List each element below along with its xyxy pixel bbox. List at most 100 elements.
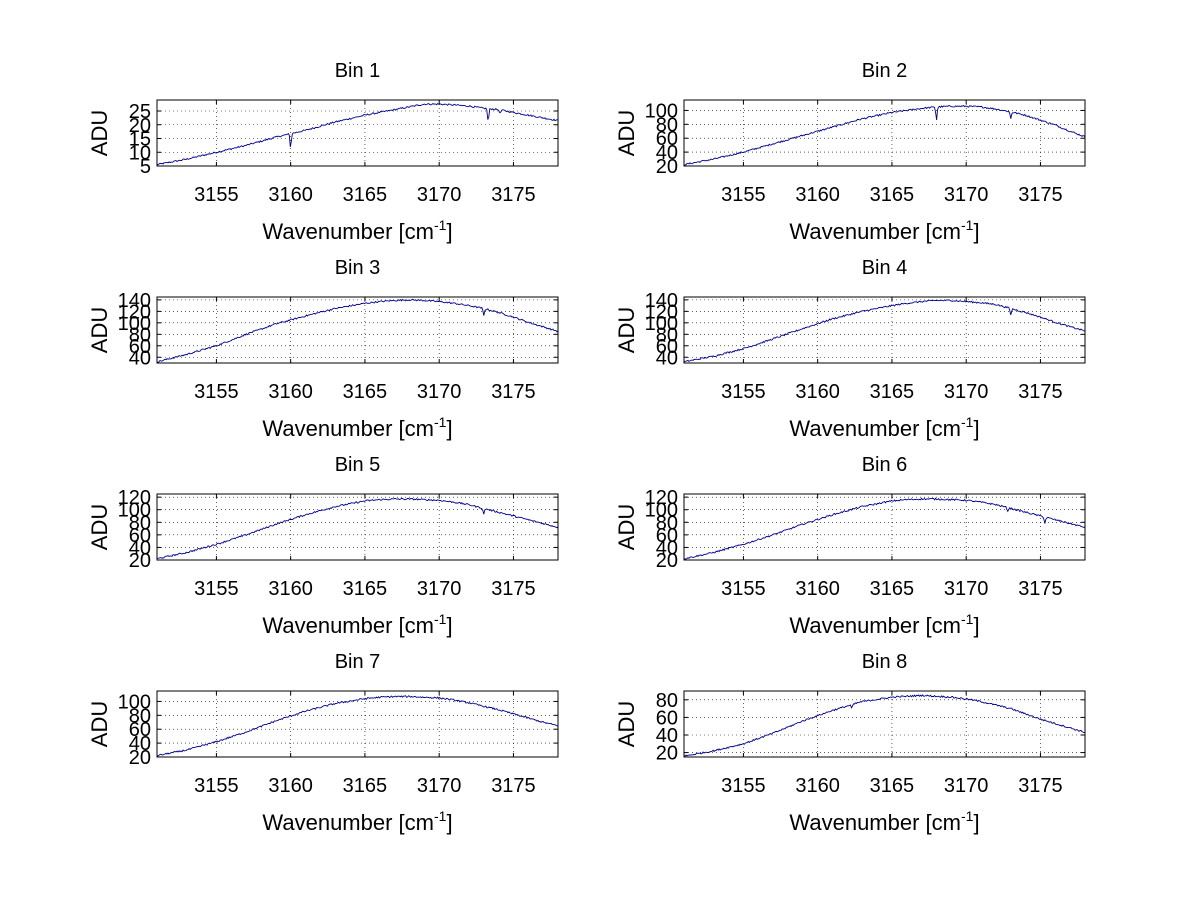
- y-tick-label: 80: [129, 512, 151, 534]
- plot-area: [684, 691, 1085, 757]
- panel-title: Bin 6: [862, 454, 908, 476]
- x-tick-label: 3170: [944, 381, 989, 403]
- y-tick-label: 20: [129, 747, 151, 769]
- axes-box: [683, 99, 1086, 167]
- x-axis-label-suffix: ]: [973, 810, 979, 835]
- x-tick-label: 3175: [1018, 775, 1063, 797]
- x-axis-label-text: Wavenumber [cm: [262, 613, 434, 638]
- axes-box: [683, 690, 1086, 758]
- x-axis-label-suffix: ]: [973, 613, 979, 638]
- panel-title: Bin 8: [862, 651, 908, 673]
- x-tick-label: 3170: [944, 184, 989, 206]
- y-tick-label: 100: [118, 500, 151, 522]
- x-axis-label-superscript: -1: [961, 217, 974, 233]
- x-axis-label-text: Wavenumber [cm: [789, 810, 961, 835]
- y-tick-label: 80: [129, 705, 151, 727]
- y-tick-label: 60: [129, 336, 151, 358]
- y-tick-label: 40: [656, 537, 678, 559]
- x-axis-label-superscript: -1: [961, 414, 974, 430]
- x-tick-label: 3160: [268, 381, 313, 403]
- x-tick-label: 3175: [1018, 381, 1063, 403]
- x-tick-label: 3160: [268, 184, 313, 206]
- x-axis-label-text: Wavenumber [cm: [262, 416, 434, 441]
- x-axis-label-superscript: -1: [434, 217, 447, 233]
- x-tick-label: 3170: [944, 775, 989, 797]
- spectrum-line: [683, 694, 1086, 757]
- y-axis-label: ADU: [614, 701, 639, 747]
- x-tick-label: 3155: [194, 578, 239, 600]
- y-tick-label: 5: [140, 156, 151, 178]
- x-tick-label: 3170: [944, 578, 989, 600]
- x-tick-label: 3170: [417, 578, 462, 600]
- y-tick-label: 20: [656, 156, 678, 178]
- x-axis-label: Wavenumber [cm-1]: [262, 611, 452, 638]
- y-tick-label: 40: [656, 347, 678, 369]
- spectrum-line: [156, 497, 559, 559]
- x-axis-label-suffix: ]: [446, 416, 452, 441]
- axes-box: [156, 690, 559, 758]
- x-tick-label: 3165: [870, 381, 915, 403]
- y-tick-label: 80: [656, 512, 678, 534]
- y-tick-label: 100: [645, 500, 678, 522]
- y-tick-label: 40: [129, 537, 151, 559]
- y-axis-label: ADU: [87, 504, 112, 550]
- y-tick-label: 140: [645, 290, 678, 312]
- panel-title: Bin 4: [862, 257, 908, 279]
- plot-area: [157, 297, 558, 363]
- axes-box: [683, 493, 1086, 561]
- x-axis-label-text: Wavenumber [cm: [789, 416, 961, 441]
- y-tick-label: 60: [656, 336, 678, 358]
- x-axis-label: Wavenumber [cm-1]: [789, 611, 979, 638]
- spectrum-line: [684, 104, 1086, 166]
- panel-title: Bin 2: [862, 60, 908, 82]
- x-axis-label: Wavenumber [cm-1]: [262, 217, 452, 244]
- spectrum-line: [683, 497, 1086, 560]
- y-tick-label: 100: [118, 691, 151, 713]
- y-axis-label: ADU: [614, 110, 639, 156]
- y-tick-label: 60: [129, 525, 151, 547]
- plot-area: [157, 494, 558, 560]
- axes-box: [156, 99, 559, 167]
- x-tick-label: 3155: [194, 184, 239, 206]
- y-axis-label: ADU: [614, 504, 639, 550]
- x-tick-label: 3165: [343, 184, 388, 206]
- x-tick-label: 3170: [417, 775, 462, 797]
- x-tick-label: 3165: [870, 775, 915, 797]
- y-tick-label: 80: [656, 324, 678, 346]
- y-tick-label: 40: [656, 142, 678, 164]
- x-tick-label: 3155: [721, 578, 766, 600]
- y-tick-label: 40: [129, 733, 151, 755]
- plot-area: [684, 494, 1085, 560]
- y-tick-label: 120: [645, 487, 678, 509]
- x-tick-label: 3170: [417, 381, 462, 403]
- y-tick-label: 60: [129, 719, 151, 741]
- y-tick-label: 120: [118, 301, 151, 323]
- y-axis-label: ADU: [87, 110, 112, 156]
- x-tick-label: 3160: [268, 775, 313, 797]
- x-axis-label-text: Wavenumber [cm: [262, 810, 434, 835]
- x-tick-label: 3155: [194, 381, 239, 403]
- plot-area: [684, 297, 1085, 363]
- x-tick-label: 3175: [491, 578, 536, 600]
- x-axis-label-superscript: -1: [961, 611, 974, 627]
- spectrum-line: [156, 298, 559, 363]
- x-tick-label: 3165: [343, 578, 388, 600]
- x-axis-label: Wavenumber [cm-1]: [262, 808, 452, 835]
- x-axis-label-suffix: ]: [446, 219, 452, 244]
- y-tick-label: 60: [656, 707, 678, 729]
- panel-title: Bin 7: [335, 651, 381, 673]
- y-tick-label: 20: [656, 743, 678, 765]
- axes-box: [156, 493, 559, 561]
- x-tick-label: 3170: [417, 184, 462, 206]
- x-tick-label: 3165: [870, 184, 915, 206]
- y-tick-label: 20: [129, 115, 151, 137]
- x-axis-label-superscript: -1: [961, 808, 974, 824]
- y-tick-label: 120: [118, 487, 151, 509]
- y-tick-label: 120: [645, 301, 678, 323]
- x-tick-label: 3160: [795, 775, 840, 797]
- x-axis-label-suffix: ]: [973, 219, 979, 244]
